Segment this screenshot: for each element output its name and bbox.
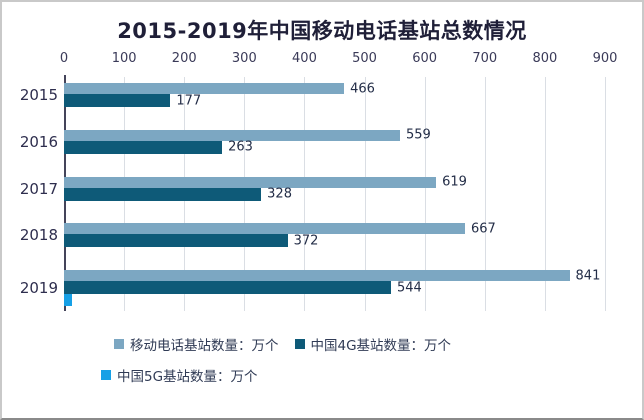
bar-移动电话基站数量：万个 bbox=[64, 83, 345, 94]
x-axis-tick-label: 200 bbox=[171, 51, 197, 66]
legend-swatch-icon bbox=[294, 339, 305, 349]
bar-value-label: 372 bbox=[293, 233, 319, 249]
legend-label: 移动电话基站数量：万个 bbox=[130, 338, 279, 354]
bar-中国4G基站数量：万个 bbox=[64, 94, 171, 107]
bar-line: 544 bbox=[64, 280, 605, 295]
chart-title: 2015-2019年中国移动电话基站总数情况 bbox=[117, 19, 527, 43]
bar-line: 841 bbox=[64, 268, 605, 283]
bar-group: 2016 559 263 bbox=[20, 127, 605, 155]
gridline bbox=[544, 77, 546, 311]
x-axis-tick-label: 600 bbox=[412, 51, 438, 66]
legend-label: 中国5G基站数量：万个 bbox=[117, 369, 258, 385]
x-axis-tick-label: 800 bbox=[532, 51, 558, 66]
bar-line: 177 bbox=[64, 93, 605, 108]
legend: 移动电话基站数量：万个 中国4G基站数量：万个中国5G基站数量：万个 bbox=[2, 331, 642, 388]
bar-value-label: 841 bbox=[575, 268, 601, 283]
legend-label: 中国4G基站数量：万个 bbox=[310, 338, 452, 354]
y-axis-category-label: 2016 bbox=[19, 132, 58, 151]
bar-group: 2017 619 328 bbox=[20, 174, 605, 202]
bar-中国5G基站数量：万个 bbox=[64, 294, 72, 306]
legend-item: 中国5G基站数量：万个 bbox=[101, 365, 258, 385]
legend-row: 中国5G基站数量：万个 bbox=[2, 362, 642, 388]
legend-swatch-icon bbox=[101, 370, 111, 380]
bar-line: 328 bbox=[64, 186, 605, 202]
bar-line: 466 bbox=[64, 81, 605, 96]
bar-中国4G基站数量：万个 bbox=[64, 187, 262, 201]
gridline bbox=[364, 77, 366, 311]
x-axis-tick-label: 0 bbox=[59, 51, 69, 66]
bar-移动电话基站数量：万个 bbox=[64, 176, 437, 188]
bar-value-label: 667 bbox=[470, 221, 496, 237]
plot-area: 2015 466 177 2016 559 263 2017 619 328 2018 667 372… bbox=[20, 75, 606, 311]
bar-line bbox=[64, 294, 605, 306]
bar-移动电话基站数量：万个 bbox=[64, 223, 465, 235]
bar-中国4G基站数量：万个 bbox=[64, 234, 288, 248]
legend-item: 中国4G基站数量：万个 bbox=[294, 334, 452, 354]
bar-移动电话基站数量：万个 bbox=[64, 270, 570, 281]
y-axis-category-label: 2018 bbox=[19, 226, 58, 245]
legend-swatch-icon bbox=[114, 339, 124, 349]
y-axis-category-label: 2019 bbox=[19, 279, 58, 297]
bar-chart: 0 100 200 300 400 500 600 700 800 900 2015 466 177 2… bbox=[2, 51, 642, 311]
bar-line: 619 bbox=[64, 174, 605, 190]
gridline bbox=[605, 77, 606, 311]
bar-value-label: 466 bbox=[350, 81, 375, 96]
x-axis-tick-label: 400 bbox=[292, 51, 317, 66]
bar-groups: 2015 466 177 2016 559 263 2017 619 328 2018 667 372… bbox=[20, 77, 605, 311]
bar-line: 263 bbox=[64, 139, 605, 155]
bar-group: 2015 466 177 bbox=[20, 81, 605, 108]
legend-row: 移动电话基站数量：万个 中国4G基站数量：万个 bbox=[2, 331, 642, 357]
bar-移动电话基站数量：万个 bbox=[64, 129, 401, 141]
bar-group: 2018 667 372 bbox=[20, 221, 605, 249]
y-axis-category-label: 2015 bbox=[19, 86, 58, 104]
bar-line: 667 bbox=[64, 221, 605, 237]
gridline bbox=[484, 77, 486, 311]
y-axis-category-label: 2017 bbox=[19, 179, 58, 198]
x-axis: 0 100 200 300 400 500 600 700 800 900 bbox=[60, 51, 618, 71]
x-axis-tick-label: 300 bbox=[231, 51, 257, 66]
bar-line: 372 bbox=[64, 233, 605, 249]
gridline bbox=[304, 77, 306, 311]
bar-value-label: 177 bbox=[176, 93, 202, 108]
gridline bbox=[424, 77, 426, 311]
x-axis-tick-label: 900 bbox=[592, 51, 618, 66]
bar-value-label: 544 bbox=[397, 280, 422, 295]
x-axis-tick-label: 500 bbox=[352, 51, 377, 66]
bar-value-label: 559 bbox=[406, 127, 431, 143]
legend-item: 移动电话基站数量：万个 bbox=[114, 334, 279, 354]
bar-value-label: 263 bbox=[228, 139, 253, 155]
bar-中国4G基站数量：万个 bbox=[64, 281, 391, 294]
bar-中国4G基站数量：万个 bbox=[64, 140, 223, 154]
bar-group: 2019 841 544 bbox=[20, 268, 605, 306]
bar-value-label: 328 bbox=[267, 186, 292, 202]
bar-value-label: 619 bbox=[442, 174, 467, 190]
x-axis-tick-label: 700 bbox=[472, 51, 498, 66]
x-axis-tick-label: 100 bbox=[111, 51, 137, 66]
bar-line: 559 bbox=[64, 127, 605, 143]
